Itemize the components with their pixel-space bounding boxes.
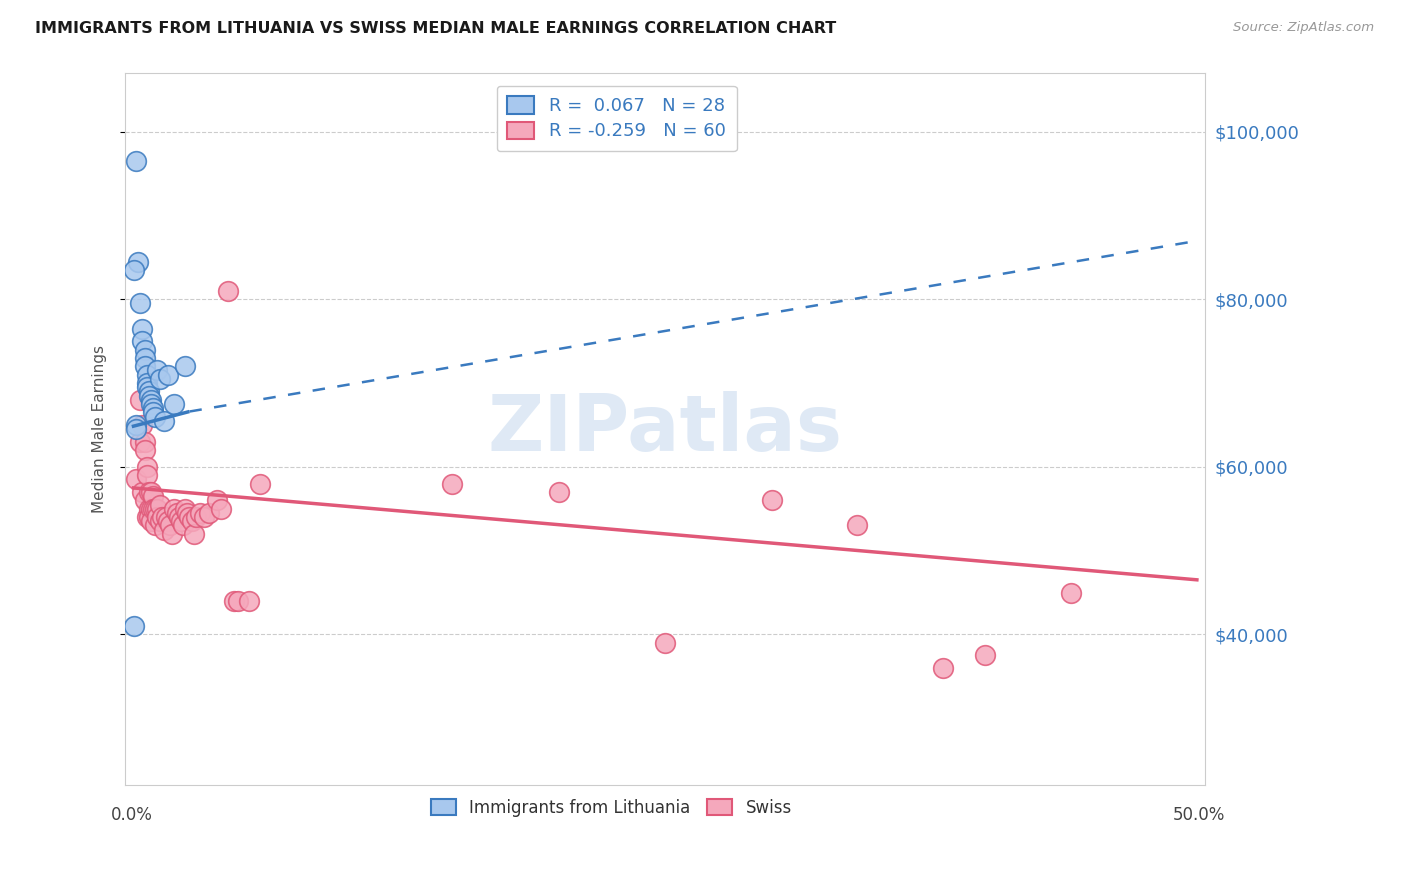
Point <box>134 443 156 458</box>
Point <box>157 368 180 382</box>
Point <box>143 501 166 516</box>
Point <box>152 414 174 428</box>
Point <box>142 501 165 516</box>
Point <box>974 648 997 663</box>
Point <box>176 506 198 520</box>
Point <box>131 417 153 432</box>
Point <box>135 376 157 390</box>
Point <box>131 485 153 500</box>
Point <box>122 263 145 277</box>
Point <box>209 501 232 516</box>
Point <box>174 359 197 374</box>
Point <box>174 501 197 516</box>
Point <box>228 594 250 608</box>
Point <box>139 392 162 407</box>
Point <box>138 384 160 399</box>
Point <box>547 485 569 500</box>
Y-axis label: Median Male Earnings: Median Male Earnings <box>93 345 107 513</box>
Point <box>139 501 162 516</box>
Point <box>166 506 188 520</box>
Point <box>152 523 174 537</box>
Point <box>146 510 169 524</box>
Point <box>129 392 152 407</box>
Point <box>135 459 157 474</box>
Point <box>134 493 156 508</box>
Point <box>135 468 157 483</box>
Point <box>197 506 219 520</box>
Point <box>179 510 201 524</box>
Point <box>142 401 165 416</box>
Point <box>170 514 193 528</box>
Point <box>125 422 148 436</box>
Point <box>138 501 160 516</box>
Text: IMMIGRANTS FROM LITHUANIA VS SWISS MEDIAN MALE EARNINGS CORRELATION CHART: IMMIGRANTS FROM LITHUANIA VS SWISS MEDIA… <box>35 21 837 36</box>
Text: Source: ZipAtlas.com: Source: ZipAtlas.com <box>1233 21 1374 34</box>
Point <box>139 514 162 528</box>
Point <box>134 359 156 374</box>
Point <box>125 472 148 486</box>
Point <box>224 594 246 608</box>
Point <box>846 518 869 533</box>
Point <box>127 254 149 268</box>
Point <box>139 397 162 411</box>
Point <box>142 489 165 503</box>
Point <box>249 476 271 491</box>
Point <box>129 434 152 449</box>
Point <box>134 434 156 449</box>
Point <box>142 405 165 419</box>
Point <box>134 351 156 365</box>
Point <box>150 510 173 524</box>
Point <box>125 417 148 432</box>
Point <box>129 296 152 310</box>
Point <box>205 493 228 508</box>
Point <box>183 527 205 541</box>
Point <box>138 485 160 500</box>
Point <box>193 510 215 524</box>
Point <box>217 284 239 298</box>
Point <box>440 476 463 491</box>
Point <box>135 368 157 382</box>
Point <box>135 380 157 394</box>
Point <box>761 493 783 508</box>
Point <box>148 498 170 512</box>
Point <box>134 343 156 357</box>
Point <box>148 514 170 528</box>
Point <box>146 363 169 377</box>
Text: 50.0%: 50.0% <box>1173 806 1225 824</box>
Point <box>172 518 194 533</box>
Point <box>654 636 676 650</box>
Point <box>162 527 184 541</box>
Text: 0.0%: 0.0% <box>111 806 153 824</box>
Point <box>180 514 202 528</box>
Point <box>184 510 207 524</box>
Point <box>143 409 166 424</box>
Point <box>148 372 170 386</box>
Legend: Immigrants from Lithuania, Swiss: Immigrants from Lithuania, Swiss <box>425 792 799 823</box>
Point <box>155 510 177 524</box>
Point <box>188 506 211 520</box>
Point <box>931 661 953 675</box>
Point <box>139 485 162 500</box>
Point <box>163 397 186 411</box>
Point <box>157 514 180 528</box>
Point <box>146 501 169 516</box>
Point <box>131 334 153 348</box>
Point <box>131 321 153 335</box>
Point <box>1059 585 1081 599</box>
Point <box>138 510 160 524</box>
Point <box>143 518 166 533</box>
Text: ZIPatlas: ZIPatlas <box>488 391 842 467</box>
Point <box>135 510 157 524</box>
Point <box>167 510 190 524</box>
Point <box>138 389 160 403</box>
Point <box>238 594 260 608</box>
Point <box>122 619 145 633</box>
Point <box>125 153 148 168</box>
Point <box>159 518 181 533</box>
Point <box>163 501 186 516</box>
